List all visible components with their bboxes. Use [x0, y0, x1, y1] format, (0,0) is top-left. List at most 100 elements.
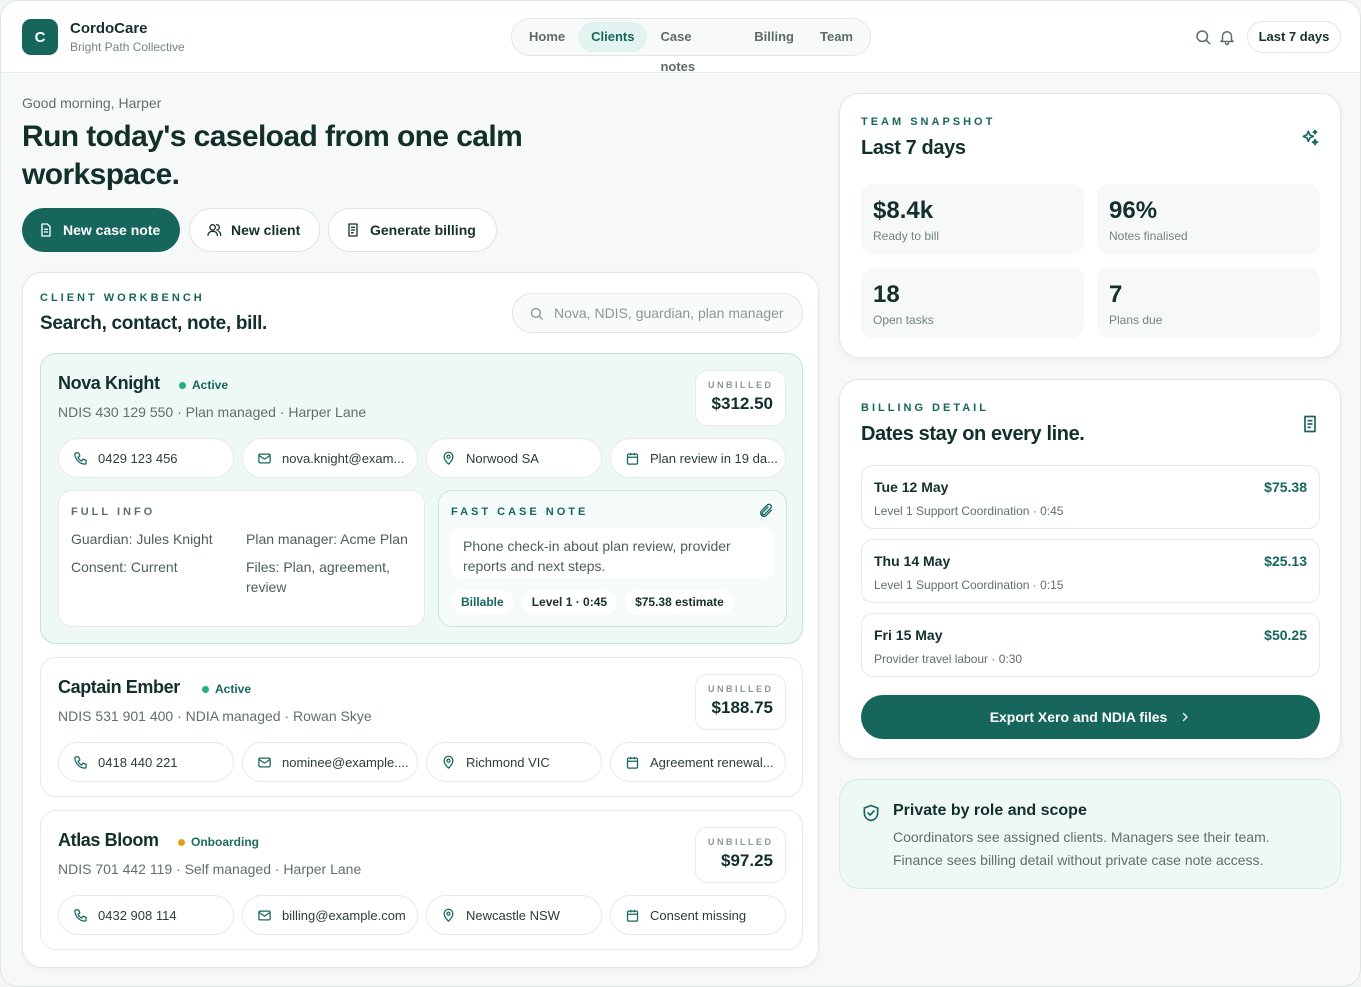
nav-case-notes[interactable]: Case notes	[660, 29, 696, 74]
client-meta: NDIS 701 442 119 · Self managed · Harper…	[58, 861, 362, 877]
email-chip[interactable]: billing@example.com	[242, 895, 418, 935]
mail-icon	[258, 453, 271, 463]
status-dot	[178, 838, 185, 846]
app-name: CordoCare	[70, 20, 148, 37]
stat-plans-due: 7 Plans due	[1097, 268, 1320, 338]
user-icon	[207, 224, 222, 236]
generate-billing-button[interactable]: Generate billing	[328, 208, 497, 252]
client-name[interactable]: Nova Knight	[58, 373, 160, 393]
billing-detail-panel: BILLING DETAIL Dates stay on every line.…	[839, 379, 1341, 759]
snapshot-eyebrow: TEAM SNAPSHOT	[861, 116, 996, 128]
event-chip[interactable]: Agreement renewal...	[610, 742, 786, 782]
unbilled-value: $312.50	[711, 394, 773, 413]
stat-value: 7	[1109, 281, 1123, 308]
unbilled-total: UNBILLED $188.75	[695, 674, 786, 730]
event-value: Agreement renewal...	[650, 754, 774, 770]
phone-chip[interactable]: 0418 440 221	[58, 742, 234, 782]
stat-value: $8.4k	[873, 197, 934, 224]
phone-value: 0432 908 114	[98, 907, 177, 923]
client-meta: NDIS 430 129 550 · Plan managed · Harper…	[58, 404, 367, 420]
files-info: Files: Plan, agreement, review	[246, 559, 390, 595]
event-chip[interactable]: Consent missing	[610, 895, 786, 935]
phone-icon	[74, 908, 87, 922]
client-card-atlas-bloom[interactable]: Atlas Bloom Onboarding NDIS 701 442 119 …	[40, 810, 803, 950]
fast-note-tags: Billable Level 1 · 0:45 $75.38 estimate	[451, 589, 734, 615]
event-value: Consent missing	[650, 907, 747, 923]
billing-date: Thu 14 May	[874, 553, 951, 569]
nav-home[interactable]: Home	[529, 29, 566, 44]
unbilled-value: $97.25	[721, 851, 773, 870]
map-pin-icon	[443, 755, 454, 769]
client-card-nova-knight[interactable]: Nova Knight Active NDIS 430 129 550 · Pl…	[40, 353, 803, 644]
search-icon	[530, 307, 543, 320]
phone-chip[interactable]: 0429 123 456	[58, 438, 234, 478]
status-label: Active	[215, 682, 252, 696]
privacy-body: Coordinators see assigned clients. Manag…	[893, 829, 1270, 868]
billing-line[interactable]: Thu 14 May Level 1 Support Coordination …	[861, 539, 1320, 603]
stat-ready-to-bill: $8.4k Ready to bill	[861, 184, 1084, 254]
status-label: Onboarding	[191, 835, 259, 849]
unbilled-value: $188.75	[711, 698, 773, 717]
app-logo[interactable]: C	[22, 19, 58, 55]
map-pin-icon	[443, 908, 454, 922]
fast-note-text[interactable]: Phone check-in about plan review, provid…	[451, 527, 774, 579]
new-client-button[interactable]: New client	[189, 208, 320, 252]
billing-description: Level 1 Support Coordination · 0:15	[874, 578, 1064, 592]
event-chip[interactable]: Plan review in 19 da...	[610, 438, 786, 478]
status-dot	[202, 685, 209, 693]
unbilled-total: UNBILLED $312.50	[695, 370, 786, 426]
billing-line[interactable]: Fri 15 May Provider travel labour · 0:30…	[861, 613, 1320, 677]
document-icon	[41, 223, 51, 237]
team-snapshot-panel: TEAM SNAPSHOT Last 7 days $8.4k Ready to…	[839, 93, 1341, 358]
estimate-tag: $75.38 estimate	[625, 589, 734, 615]
billing-title: Dates stay on every line.	[861, 423, 1085, 445]
contact-chips: 0418 440 221 nominee@example.... Richmon…	[58, 742, 787, 782]
full-info-panel: FULL INFO Guardian: Jules Knight Plan ma…	[58, 490, 425, 627]
client-card-captain-ember[interactable]: Captain Ember Active NDIS 531 901 400 · …	[40, 657, 803, 797]
sparkles-icon	[1302, 129, 1319, 146]
billable-tag[interactable]: Billable	[451, 589, 514, 615]
stat-label: Notes finalised	[1109, 229, 1188, 243]
billing-line[interactable]: Tue 12 May Level 1 Support Coordination …	[861, 465, 1320, 529]
billing-date: Fri 15 May	[874, 627, 943, 643]
client-name[interactable]: Captain Ember	[58, 677, 180, 697]
email-value: nominee@example....	[282, 754, 409, 770]
nav-billing[interactable]: Billing	[754, 29, 794, 44]
email-chip[interactable]: nova.knight@exam...	[242, 438, 418, 478]
unbilled-label: UNBILLED	[708, 684, 774, 694]
receipt-icon	[1304, 415, 1316, 433]
stat-open-tasks: 18 Open tasks	[861, 268, 1084, 338]
full-info-eyebrow: FULL INFO	[71, 506, 156, 518]
level-tag[interactable]: Level 1 · 0:45	[521, 589, 618, 615]
phone-icon	[74, 451, 87, 465]
nav-team[interactable]: Team	[820, 29, 853, 44]
date-range-button[interactable]: Last 7 days	[1247, 21, 1341, 53]
new-case-note-button[interactable]: New case note	[22, 208, 180, 252]
mail-icon	[258, 910, 271, 920]
location-chip[interactable]: Norwood SA	[426, 438, 602, 478]
location-chip[interactable]: Newcastle NSW	[426, 895, 602, 935]
chevron-right-icon	[1183, 712, 1188, 722]
nav-clients[interactable]: Clients	[578, 22, 648, 52]
stat-value: 18	[873, 281, 900, 308]
email-chip[interactable]: nominee@example....	[242, 742, 418, 782]
client-name[interactable]: Atlas Bloom	[58, 830, 159, 850]
workbench-eyebrow: CLIENT WORKBENCH	[40, 292, 205, 304]
client-workbench: CLIENT WORKBENCH Search, contact, note, …	[22, 272, 819, 968]
location-chip[interactable]: Richmond VIC	[426, 742, 602, 782]
unbilled-label: UNBILLED	[708, 837, 774, 847]
billing-amount: $50.25	[1264, 627, 1307, 643]
client-search[interactable]	[512, 293, 803, 333]
search-input[interactable]	[554, 305, 794, 321]
paperclip-icon[interactable]	[758, 503, 774, 519]
search-icon[interactable]	[1194, 28, 1212, 46]
receipt-icon	[348, 223, 358, 237]
status-label: Active	[192, 378, 229, 392]
export-files-button[interactable]: Export Xero and NDIA files	[861, 695, 1320, 739]
billing-description: Level 1 Support Coordination · 0:45	[874, 504, 1064, 518]
export-label: Export Xero and NDIA files	[989, 709, 1168, 725]
bell-icon[interactable]	[1218, 28, 1236, 46]
status-dot	[179, 381, 186, 389]
phone-chip[interactable]: 0432 908 114	[58, 895, 234, 935]
